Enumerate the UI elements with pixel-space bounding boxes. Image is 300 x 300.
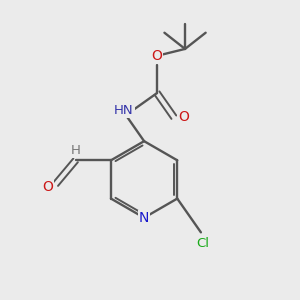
Text: O: O xyxy=(42,180,53,194)
Text: O: O xyxy=(178,110,189,124)
Text: O: O xyxy=(151,49,162,63)
Text: H: H xyxy=(71,144,81,157)
Text: Cl: Cl xyxy=(196,237,209,250)
Text: HN: HN xyxy=(114,104,134,117)
Text: N: N xyxy=(139,211,149,225)
